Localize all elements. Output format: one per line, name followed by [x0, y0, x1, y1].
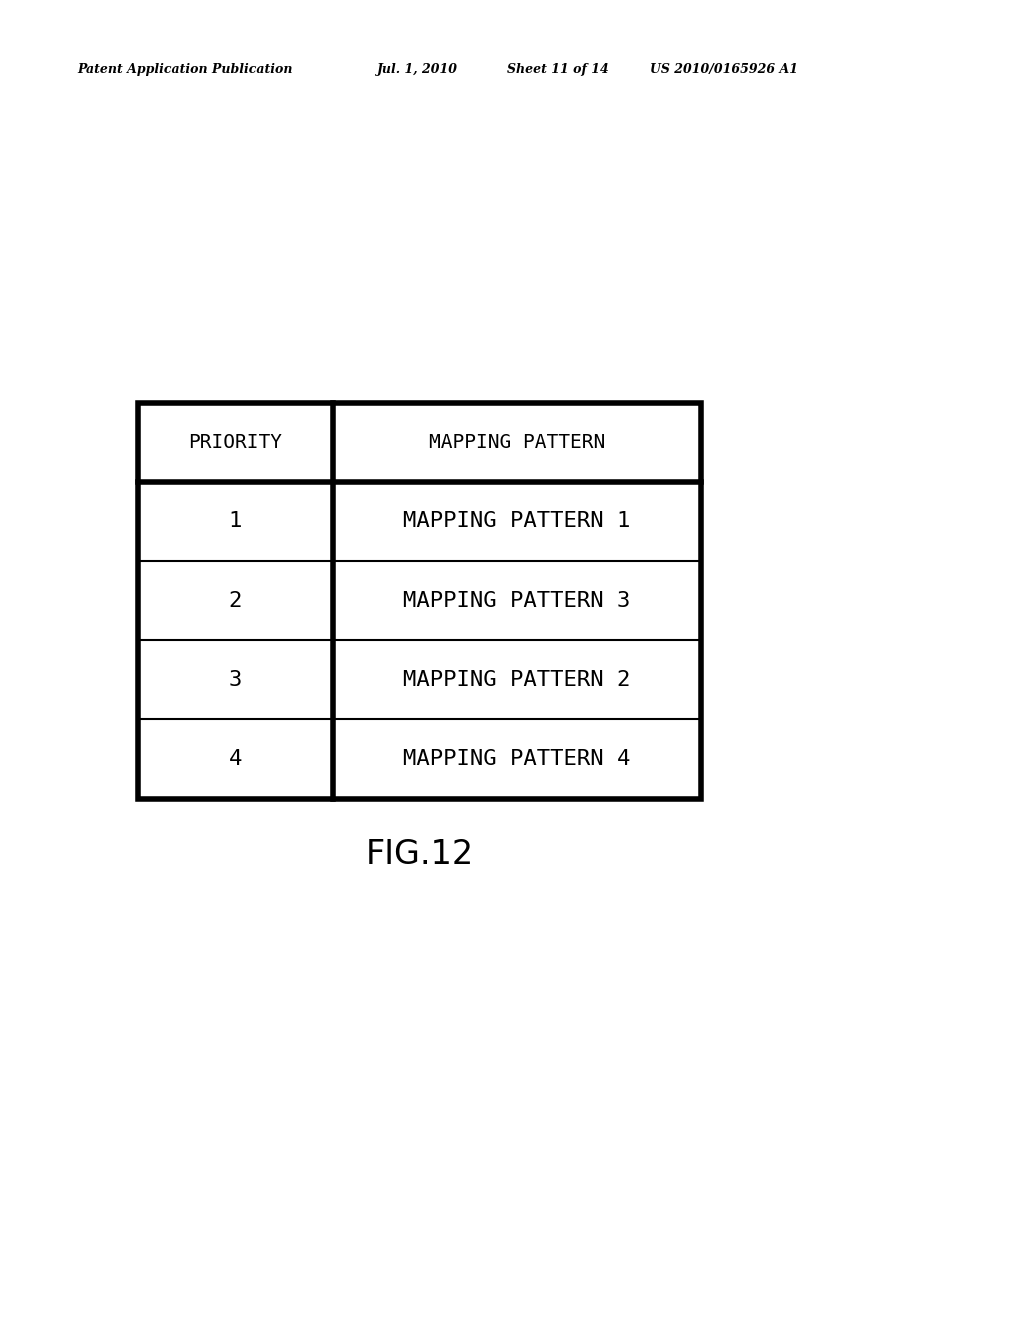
Text: PRIORITY: PRIORITY: [188, 433, 283, 451]
Text: MAPPING PATTERN 3: MAPPING PATTERN 3: [403, 590, 631, 611]
Text: FIG.12: FIG.12: [366, 837, 474, 871]
Text: Patent Application Publication: Patent Application Publication: [77, 63, 292, 77]
Text: Jul. 1, 2010: Jul. 1, 2010: [377, 63, 458, 77]
Text: MAPPING PATTERN: MAPPING PATTERN: [429, 433, 605, 451]
Text: 2: 2: [228, 590, 243, 611]
Text: MAPPING PATTERN 2: MAPPING PATTERN 2: [403, 669, 631, 690]
Text: US 2010/0165926 A1: US 2010/0165926 A1: [650, 63, 799, 77]
Text: Sheet 11 of 14: Sheet 11 of 14: [507, 63, 608, 77]
Text: MAPPING PATTERN 4: MAPPING PATTERN 4: [403, 748, 631, 770]
Text: 1: 1: [228, 511, 243, 532]
Text: 3: 3: [228, 669, 243, 690]
Bar: [138, 403, 701, 799]
Text: MAPPING PATTERN 1: MAPPING PATTERN 1: [403, 511, 631, 532]
Text: 4: 4: [228, 748, 243, 770]
